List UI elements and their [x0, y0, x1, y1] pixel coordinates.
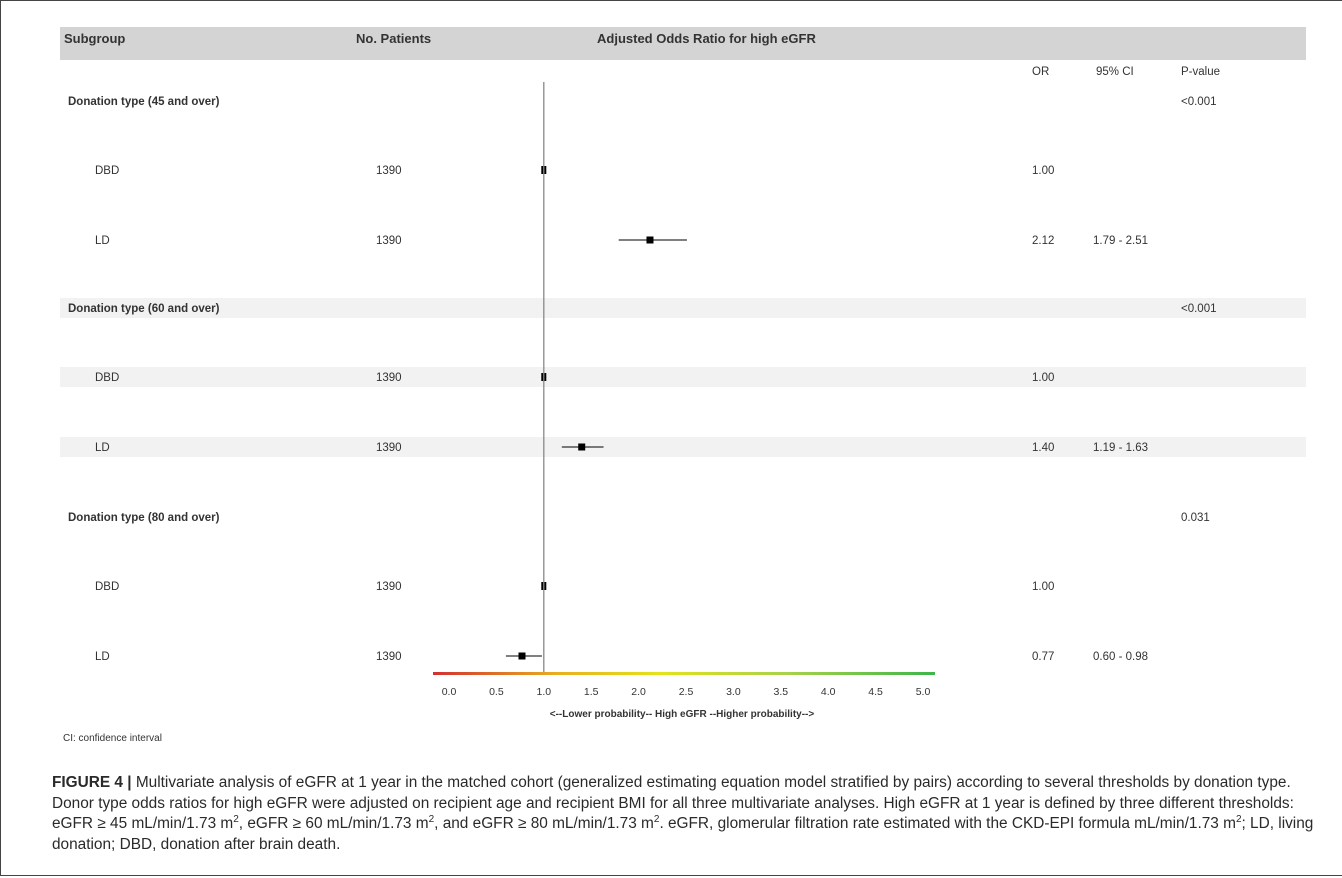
row-band [60, 367, 1306, 387]
group-label: Donation type (60 and over) [68, 303, 220, 315]
header-subgroup: Subgroup [64, 31, 125, 46]
row-patients: 1390 [376, 581, 402, 593]
row-patients: 1390 [376, 372, 402, 384]
row-label: LD [95, 235, 110, 247]
forest-plot: Subgroup No. Patients Adjusted Odds Rati… [60, 27, 1306, 720]
row-or-value: 1.40 [1032, 442, 1054, 454]
group-pvalue: <0.001 [1181, 303, 1217, 315]
row-band [60, 437, 1306, 457]
x-axis-label: <--Lower probability-- High eGFR --Highe… [550, 709, 815, 720]
gradient-axis-bar [433, 672, 935, 675]
row-label: LD [95, 442, 110, 454]
figure-bottom-rule [0, 875, 1342, 876]
row-label: DBD [95, 372, 119, 384]
x-tick-label: 1.0 [536, 686, 551, 698]
header-band [60, 27, 1306, 60]
row-patients: 1390 [376, 165, 402, 177]
x-tick-label: 0.5 [489, 686, 504, 698]
row-ci-value: 1.79 - 2.51 [1093, 235, 1148, 247]
caption-sup-1: 2 [233, 814, 239, 826]
or-marker [646, 236, 654, 244]
caption-text-2: , eGFR ≥ 60 mL/min/1.73 m [238, 815, 429, 833]
group-label: Donation type (45 and over) [68, 96, 220, 108]
caption-sup-2: 2 [428, 814, 435, 826]
x-tick-label: 3.0 [726, 686, 741, 698]
row-ci-value: 1.19 - 1.63 [1093, 442, 1148, 454]
x-tick-label: 2.0 [631, 686, 646, 698]
x-tick-label: 1.5 [584, 686, 599, 698]
caption-text-1: Multivariate analysis of eGFR at 1 year … [52, 774, 1294, 833]
group-label: Donation type (80 and over) [68, 512, 220, 524]
row-band [60, 298, 1306, 318]
or-marker [578, 443, 586, 451]
figure-caption: FIGURE 4 | Multivariate analysis of eGFR… [52, 773, 1334, 855]
row-patients: 1390 [376, 651, 402, 663]
caption-text-3: , and eGFR ≥ 80 mL/min/1.73 m [434, 815, 654, 833]
row-or-value: 1.00 [1032, 165, 1054, 177]
x-tick-label: 3.5 [773, 686, 788, 698]
header-ci: 95% CI [1096, 66, 1134, 78]
header-or: OR [1032, 66, 1049, 78]
row-label: DBD [95, 165, 119, 177]
footnote: CI: confidence interval [63, 733, 162, 744]
x-tick-label: 2.5 [679, 686, 694, 698]
caption-label: FIGURE 4 | [52, 774, 132, 791]
or-marker [518, 652, 526, 660]
header-plot-title: Adjusted Odds Ratio for high eGFR [597, 31, 816, 46]
row-or-value: 2.12 [1032, 235, 1054, 247]
caption-sup-4: 2 [1235, 814, 1242, 826]
row-bands [60, 298, 1306, 457]
header-patients: No. Patients [356, 31, 431, 46]
caption-text-5: ; LD, living donation; DBD, donation aft… [52, 815, 1314, 853]
row-patients: 1390 [376, 235, 402, 247]
header-pvalue: P-value [1181, 66, 1220, 78]
row-or-value: 1.00 [1032, 581, 1054, 593]
row-label: LD [95, 651, 110, 663]
figure-top-rule [0, 0, 1342, 1]
row-or-value: 1.00 [1032, 372, 1054, 384]
x-tick-label: 5.0 [916, 686, 931, 698]
row-or-value: 0.77 [1032, 651, 1054, 663]
x-tick-label: 4.5 [868, 686, 883, 698]
group-pvalue: <0.001 [1181, 96, 1217, 108]
x-tick-label: 0.0 [442, 686, 457, 698]
row-ci-value: 0.60 - 0.98 [1093, 651, 1148, 663]
figure-left-rule [0, 0, 1, 875]
caption-sup-3: 2 [653, 814, 660, 826]
group-pvalue: 0.031 [1181, 512, 1210, 524]
row-patients: 1390 [376, 442, 402, 454]
caption-text-4: . eGFR, glomerular filtration rate estim… [659, 815, 1236, 833]
x-tick-label: 4.0 [821, 686, 836, 698]
row-label: DBD [95, 581, 119, 593]
